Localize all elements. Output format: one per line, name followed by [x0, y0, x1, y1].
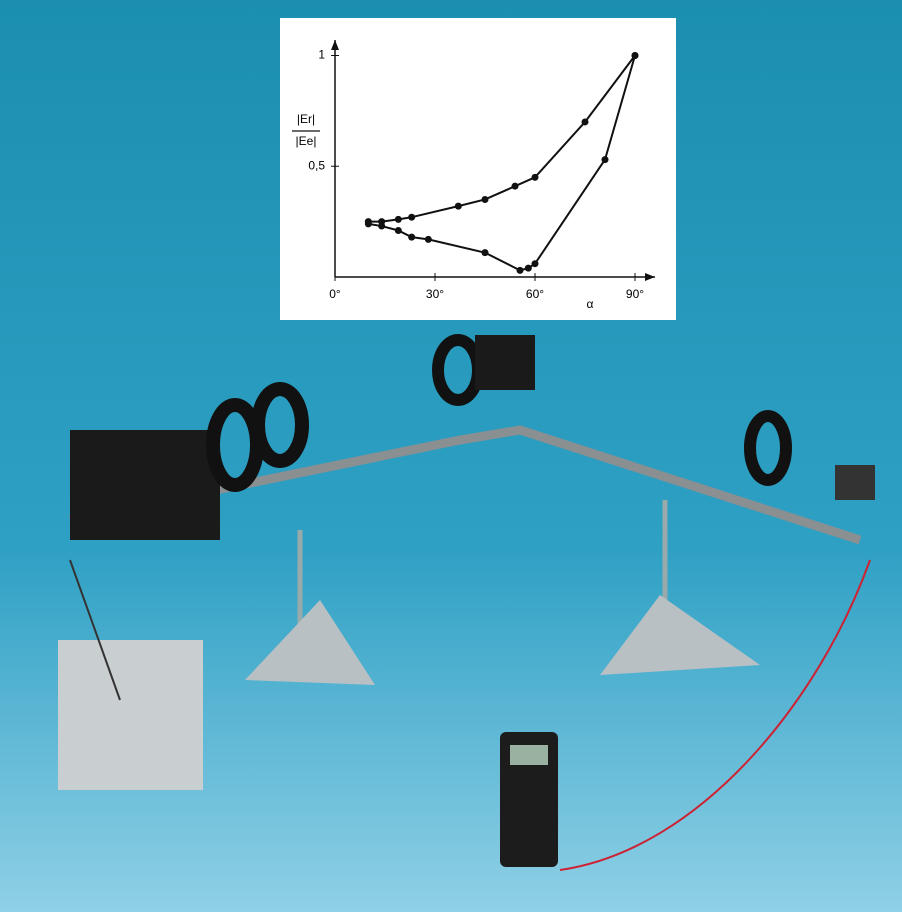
lamp-housing [70, 430, 220, 540]
x-tick-label: 60° [526, 287, 544, 301]
ring [251, 382, 309, 468]
data-point [408, 233, 416, 241]
x-tick-label: 30° [426, 287, 444, 301]
cable [559, 559, 871, 871]
data-point [511, 182, 519, 190]
data-point [531, 260, 539, 268]
data-point [631, 52, 639, 60]
chart-inset [280, 18, 676, 320]
axis-arrow [645, 273, 655, 281]
axis-arrow [331, 40, 339, 50]
data-point [454, 202, 462, 210]
x-label: α [587, 297, 594, 311]
ring [744, 410, 792, 486]
data-point [364, 220, 372, 228]
data-point [424, 235, 432, 243]
data-point [524, 264, 532, 272]
data-point [394, 226, 402, 234]
data-point [581, 118, 589, 126]
chart: |Er| |Ee| α 0° 30° 60° 90° 0,5 1 [292, 40, 655, 311]
data-point [516, 266, 524, 274]
y-label-numerator: |Er| [297, 112, 315, 126]
data-point [601, 156, 609, 164]
optical-bench [69, 425, 862, 545]
data-point [408, 213, 416, 221]
x-tick-label: 90° [626, 287, 644, 301]
multimeter [500, 732, 558, 867]
data-point [531, 173, 539, 181]
data-point [481, 249, 489, 257]
y-tick-label: 1 [318, 48, 325, 62]
power-supply [58, 640, 203, 790]
y-label-denominator: |Ee| [296, 134, 317, 148]
data-line [368, 54, 636, 223]
apparatus [58, 334, 875, 871]
cable [69, 559, 121, 701]
data-point [394, 215, 402, 223]
stand-base [600, 595, 760, 675]
data-point [378, 222, 386, 230]
stand-base [245, 600, 375, 685]
y-tick-label: 0,5 [308, 158, 325, 172]
multimeter-display [510, 745, 548, 765]
prism-holder [475, 335, 535, 390]
data-point [481, 195, 489, 203]
detector [835, 465, 875, 500]
x-tick-label: 0° [329, 287, 341, 301]
